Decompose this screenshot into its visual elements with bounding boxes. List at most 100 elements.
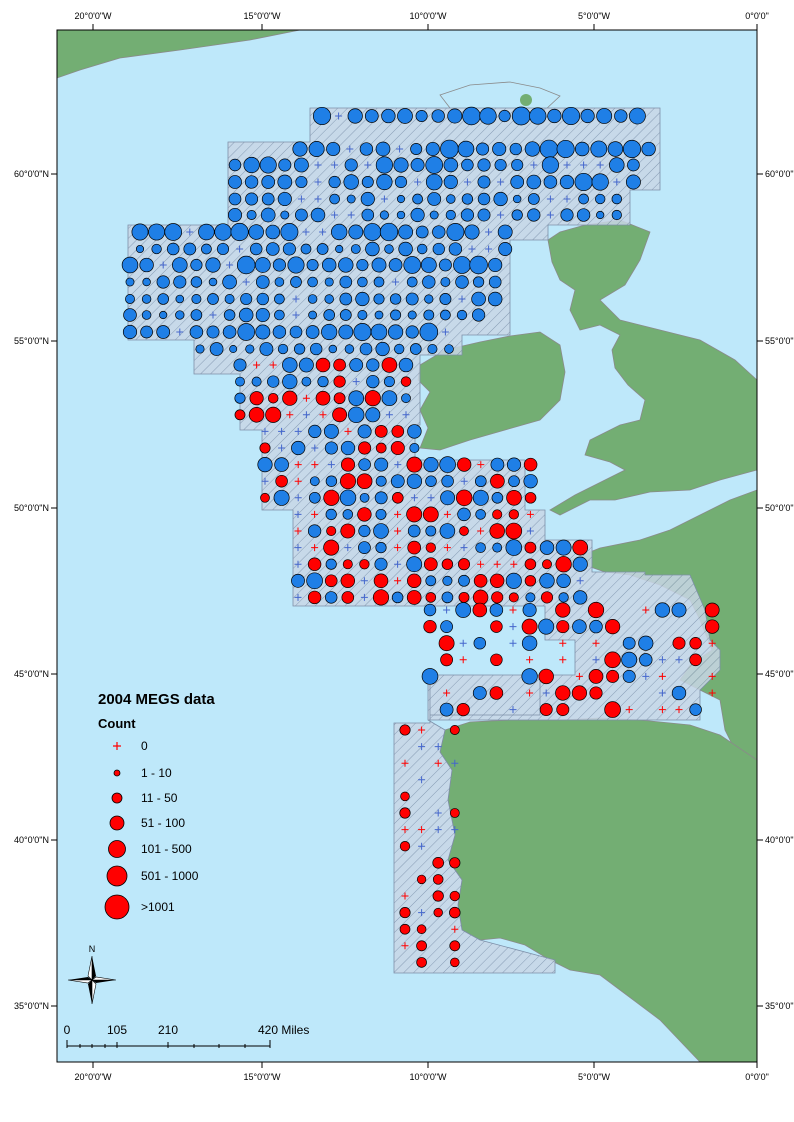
sample-circle-blue [244,175,259,189]
lat-tick-right-55n: 55°0'0"N [765,336,794,346]
sample-zero-marker [261,427,269,435]
sample-zero-marker [294,593,302,601]
sample-zero-marker [186,228,194,236]
sample-circle-blue [440,620,453,633]
sample-circle-blue [190,258,203,272]
sample-circle-blue [294,208,308,222]
sample-circle-blue [272,325,287,339]
land-ireland [417,331,566,451]
sample-zero-marker [458,295,466,303]
sample-circle-blue [317,375,329,388]
sample-circle-blue [622,139,642,159]
lat-tick-left-35n: 35°0'0"N [14,1001,49,1011]
sample-zero-marker [294,560,302,568]
sample-circle-blue [440,309,451,321]
sample-circle-blue [526,174,542,190]
sample-circle-blue [339,309,352,321]
sample-zero-marker [319,411,327,419]
sample-zero-marker [414,178,422,186]
sample-zero-marker [418,726,426,734]
sample-circle-blue [359,142,374,156]
sample-zero-marker [434,826,442,834]
sample-circle-blue [509,142,522,156]
sample-circle-red [521,618,538,635]
sample-circle-red [540,591,554,604]
sample-circle-blue [321,323,338,341]
sample-circle-blue [259,156,277,174]
sample-zero-marker [443,689,451,697]
sample-circle-blue [195,344,205,354]
sample-circle-red [508,592,519,603]
sample-circle-blue [235,376,245,387]
lon-tick-bottom-15w: 15°0'0"W [243,1072,281,1082]
sample-circle-blue [415,109,428,123]
sample-zero-marker [394,560,402,568]
sample-circle-red [324,574,338,588]
sample-zero-marker [434,809,442,817]
sample-circle-blue [488,257,503,273]
sample-circle-blue [348,224,364,240]
sample-zero-marker [418,776,426,784]
sample-circle-red [341,591,355,604]
sample-circle-blue [306,572,323,590]
sample-zero-marker [418,826,426,834]
sample-circle-blue [425,141,440,157]
sample-zero-marker [402,411,410,419]
legend-label-3: 51 - 100 [141,816,185,830]
sample-circle-blue [166,242,180,256]
sample-circle-blue [409,442,420,454]
sample-circle-blue [654,602,671,618]
sample-circle-blue [295,175,308,189]
sample-circle-red [425,542,436,553]
sample-circle-blue [338,324,354,340]
sample-circle-blue [358,458,371,471]
sample-circle-blue [121,256,139,274]
sample-circle-red [282,390,298,406]
sample-circle-blue [561,106,581,126]
sample-circle-red [267,392,279,404]
sample-circle-red [265,406,282,423]
sample-circle-blue [348,390,365,407]
sample-circle-blue [574,172,593,192]
sample-circle-blue [357,310,368,320]
sample-circle-blue [410,143,423,155]
sample-circle-blue [229,345,238,353]
sample-circle-blue [301,376,312,387]
sample-circle-blue [471,308,486,322]
sample-circle-blue [607,141,624,157]
lat-tick-right-45n: 45°0'0"N [765,669,794,679]
sample-circle-blue [447,108,463,124]
sample-circle-blue [479,107,497,125]
lat-tick-left-50n: 50°0'0"N [14,503,49,513]
sample-circle-red [490,653,503,667]
sample-circle-blue [208,277,218,287]
sample-circle-blue [448,242,463,256]
sample-circle-blue [445,209,456,221]
sample-circle-blue [444,344,454,354]
sample-circle-red [357,507,372,522]
sample-circle-blue [312,106,332,126]
sample-circle-red [523,457,538,472]
sample-circle-red [555,685,571,701]
sample-circle-blue [412,193,423,205]
sample-zero-marker [352,378,360,386]
sample-circle-blue [439,456,456,473]
sample-circle-blue [374,457,389,472]
sample-zero-marker [443,544,451,552]
sample-circle-red [423,619,437,634]
sample-circle-blue [460,208,475,222]
sample-zero-marker [335,112,343,120]
sample-circle-blue [280,210,290,220]
sample-circle-blue [407,524,421,538]
sample-circle-blue [277,174,293,190]
sample-circle-blue [123,308,137,322]
sample-circle-blue [671,602,687,618]
sample-circle-blue [429,210,439,220]
sample-circle-blue [381,108,396,124]
sample-circle-blue [291,440,306,456]
scale-label-420: 420 Miles [258,1023,309,1037]
sample-circle-blue [425,173,443,191]
longitude-ticks-bottom: 20°0'0"W 15°0'0"W 10°0'0"W 5°0'0"W 0°0'0… [74,1062,769,1082]
sample-circle-blue [431,109,445,123]
sample-circle-blue [190,309,203,321]
